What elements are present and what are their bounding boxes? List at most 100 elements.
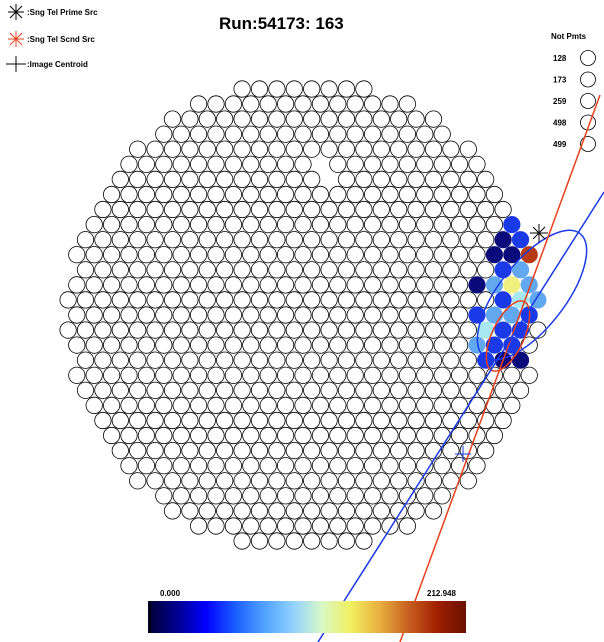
- pmt-pixel: [207, 246, 225, 264]
- pmt-pixel: [137, 426, 155, 445]
- pmt-pixel: [285, 502, 303, 520]
- pmt-pixel: [355, 231, 373, 249]
- pmt-pixel: [146, 321, 164, 339]
- pmt-pixel: [372, 140, 390, 158]
- pmt-pixel-lit: [503, 276, 521, 294]
- pmt-pixel: [372, 411, 390, 430]
- pmt-pixel: [346, 517, 364, 535]
- pmt-pixel: [172, 366, 190, 384]
- pmt-pixel: [276, 95, 295, 113]
- pmt-pixel: [268, 291, 286, 309]
- pmt-pixel: [207, 306, 225, 324]
- legend-item-scnd-src: :Sng Tel Scnd Src: [8, 31, 95, 47]
- pmt-pixel: [424, 200, 443, 219]
- pmt-pixel: [233, 441, 251, 460]
- pmt-pixel: [276, 457, 295, 475]
- pmt-pixel: [450, 306, 469, 324]
- pmt-pixel: [268, 351, 286, 369]
- pmt-pixel: [416, 396, 434, 414]
- pmt-pixel: [137, 216, 155, 234]
- pmt-pixel: [242, 185, 260, 204]
- pmt-pixel: [390, 472, 408, 490]
- pmt-pixel: [355, 472, 373, 490]
- pmt-pixel: [294, 125, 312, 143]
- pmt-pixel: [181, 231, 199, 249]
- pmt-pixel: [433, 487, 451, 505]
- pmt-pixel: [129, 200, 147, 219]
- pmt-pixel: [129, 261, 147, 279]
- pmt-pixel: [250, 381, 269, 399]
- pmt-pixel: [224, 216, 242, 234]
- not-pmt-id: 259: [553, 97, 567, 106]
- pmt-pixel: [233, 140, 251, 158]
- pmt-pixel: [459, 411, 477, 430]
- pmt-pixel: [76, 231, 95, 249]
- pmt-pixel: [76, 381, 95, 399]
- pmt-pixel: [424, 381, 443, 399]
- pmt-pixel: [129, 381, 147, 399]
- not-pmt-circle: [580, 93, 596, 109]
- pmt-pixel: [320, 351, 338, 369]
- pmt-pixel: [216, 170, 234, 188]
- pmt-pixel: [259, 426, 277, 445]
- pmt-pixel: [155, 246, 173, 264]
- pmt-pixel: [181, 110, 199, 128]
- pmt-pixel: [355, 291, 373, 309]
- pmt-pixel: [407, 411, 425, 430]
- pmt-pixel: [224, 185, 242, 204]
- pmt-pixel: [250, 502, 269, 520]
- pmt-pixel: [355, 411, 373, 430]
- pmt-pixel: [450, 336, 469, 354]
- pmt-pixel: [137, 185, 155, 204]
- pmt-pixel: [390, 411, 408, 430]
- pmt-pixel: [337, 80, 356, 98]
- pmt-pixel: [303, 411, 321, 430]
- pmt-pixel: [363, 216, 382, 234]
- pmt-pixel: [407, 140, 425, 158]
- pmt-pixel: [216, 381, 234, 399]
- pmt-pixel: [250, 110, 269, 128]
- pmt-pixel: [390, 200, 408, 219]
- pmt-pixel: [346, 216, 364, 234]
- pmt-pixel: [129, 231, 147, 249]
- pmt-pixel: [190, 426, 208, 445]
- pmt-pixel: [146, 200, 164, 219]
- pmt-pixel: [416, 276, 434, 294]
- pmt-pixel: [355, 200, 373, 219]
- pmt-pixel: [294, 95, 312, 113]
- pmt-pixel: [216, 291, 234, 309]
- pmt-pixel: [59, 321, 77, 339]
- pmt-pixel: [163, 351, 182, 369]
- pmt-pixel: [311, 336, 329, 354]
- pmt-pixel: [346, 95, 364, 113]
- pmt-pixel: [276, 246, 295, 264]
- pmt-pixel: [242, 336, 260, 354]
- not-pmt-id: 128: [553, 54, 567, 63]
- pmt-pixel: [190, 366, 208, 384]
- pmt-pixel: [129, 411, 147, 430]
- pmt-pixel: [111, 381, 129, 399]
- pmt-pixel: [433, 306, 451, 324]
- pmt-pixel: [163, 381, 182, 399]
- pmt-pixel: [276, 185, 295, 204]
- pmt-pixel: [303, 291, 321, 309]
- pmt-pixel: [268, 140, 286, 158]
- pmt-pixel: [363, 185, 382, 204]
- pmt-pixel: [172, 426, 190, 445]
- pmt-pixel: [337, 140, 356, 158]
- pmt-pixel: [103, 366, 121, 384]
- pmt-pixel: [390, 170, 408, 188]
- pmt-pixel: [268, 231, 286, 249]
- pmt-pixel: [137, 336, 155, 354]
- pmt-pixel: [311, 276, 329, 294]
- pmt-pixel: [337, 381, 356, 399]
- pmt-pixel: [363, 457, 382, 475]
- pmt-pixel: [94, 291, 112, 309]
- pmt-pixel: [268, 502, 286, 520]
- pmt-pixel: [285, 321, 303, 339]
- pmt-pixel: [120, 216, 138, 234]
- pmt-pixel: [163, 261, 182, 279]
- pmt-pixel: [390, 110, 408, 128]
- pmt-pixel: [242, 396, 260, 414]
- pmt-pixel: [94, 411, 112, 430]
